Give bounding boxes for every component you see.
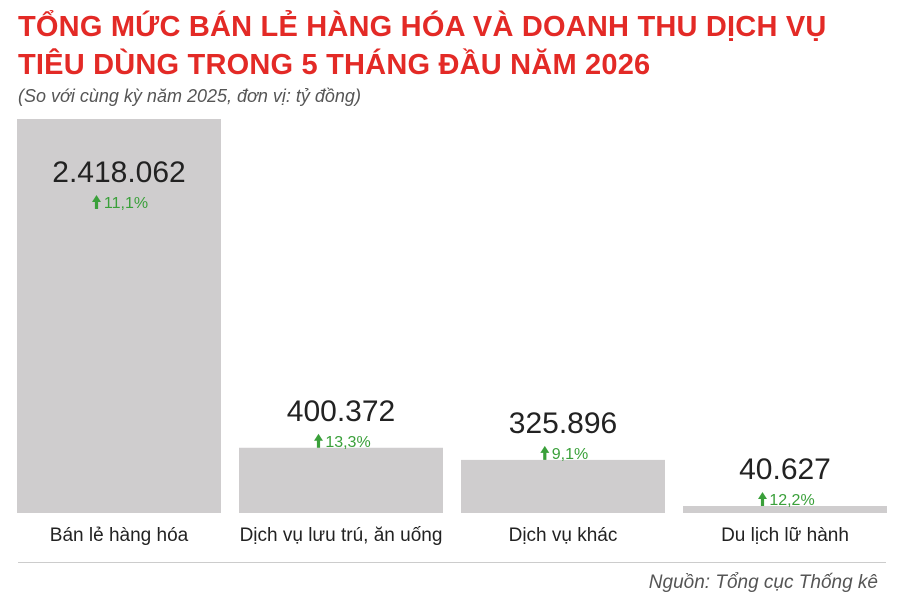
growth-value: 9,1% (552, 446, 588, 463)
bar (683, 506, 887, 513)
growth-value: 12,2% (769, 492, 814, 509)
category-label: Du lịch lữ hành (721, 525, 849, 546)
bar (239, 447, 443, 513)
up-arrow-icon (758, 492, 767, 506)
growth-label: 12,2% (758, 492, 815, 509)
bar (17, 119, 221, 513)
category-label: Dịch vụ lưu trú, ăn uống (240, 525, 443, 546)
up-arrow-icon (314, 433, 323, 448)
value-label: 325.896 (509, 407, 617, 440)
growth-label: 11,1% (92, 195, 148, 212)
value-label: 400.372 (287, 395, 395, 428)
value-label: 2.418.062 (52, 156, 185, 189)
growth-label: 9,1% (540, 445, 588, 463)
growth-value: 11,1% (104, 195, 148, 212)
bar (461, 459, 665, 513)
chart-subtitle: (So với cùng kỳ năm 2025, đơn vị: tỷ đồn… (18, 86, 361, 106)
footer-divider (18, 562, 886, 563)
category-label: Bán lẻ hàng hóa (50, 525, 189, 546)
up-arrow-icon (540, 445, 550, 460)
category-label: Dịch vụ khác (509, 525, 618, 546)
value-label: 40.627 (739, 453, 831, 486)
source-note: Nguồn: Tổng cục Thống kê (648, 572, 878, 593)
chart-title: TỔNG MỨC BÁN LẺ HÀNG HÓA VÀ DOANH THU DỊ… (18, 11, 827, 81)
up-arrow-icon (92, 195, 101, 209)
growth-value: 13,3% (325, 434, 370, 451)
growth-label: 13,3% (314, 433, 371, 451)
